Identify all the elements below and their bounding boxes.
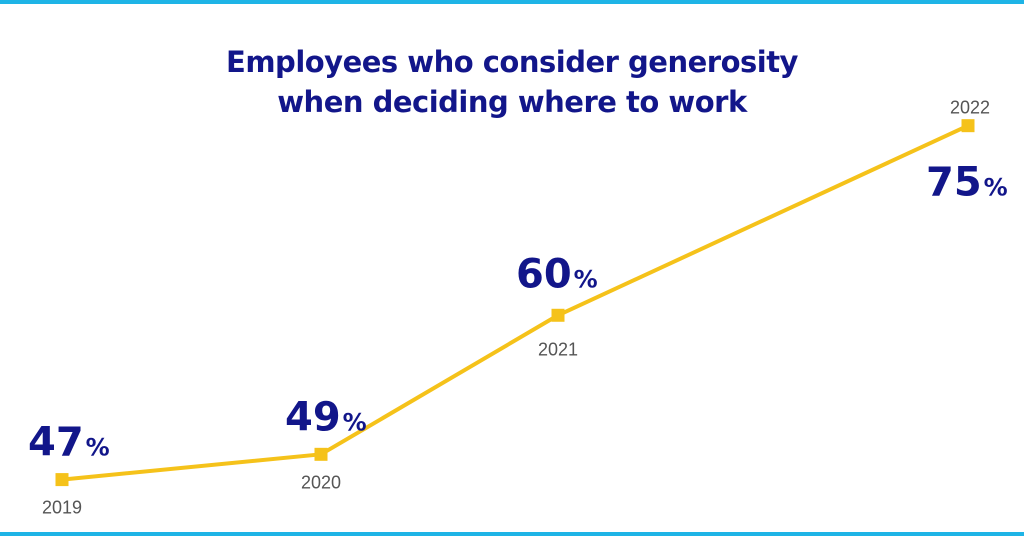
x-tick-label-2019: 2019 bbox=[42, 498, 82, 518]
x-tick-label-2020: 2020 bbox=[301, 472, 341, 492]
value-label-2021: 60% bbox=[516, 251, 598, 297]
value-label-unit: % bbox=[984, 174, 1008, 202]
value-label-2019: 47% bbox=[28, 420, 110, 466]
bottom-rule bbox=[0, 532, 1024, 536]
value-label-2022: 75% bbox=[926, 160, 1008, 206]
series-line bbox=[60, 123, 970, 482]
value-label-number: 49 bbox=[285, 394, 341, 440]
chart-title-line-1: Employees who consider generosity bbox=[226, 45, 798, 79]
value-label-unit: % bbox=[343, 408, 367, 436]
x-tick-label-2022: 2022 bbox=[950, 98, 990, 118]
value-label-unit: % bbox=[574, 265, 598, 293]
x-tick-label-2021: 2021 bbox=[538, 339, 578, 359]
value-label-number: 60 bbox=[516, 251, 572, 297]
value-label-2020: 49% bbox=[285, 394, 367, 440]
value-label-number: 47 bbox=[28, 420, 84, 466]
chart-title: Employees who consider generosity when d… bbox=[0, 42, 1024, 122]
top-rule bbox=[0, 0, 1024, 4]
data-point-2021 bbox=[551, 308, 565, 322]
data-point-2022 bbox=[961, 119, 975, 133]
chart-title-line-2: when deciding where to work bbox=[277, 85, 747, 119]
value-label-number: 75 bbox=[926, 160, 982, 206]
data-point-2019 bbox=[55, 473, 69, 487]
data-point-2020 bbox=[314, 447, 328, 461]
value-label-unit: % bbox=[86, 434, 110, 462]
